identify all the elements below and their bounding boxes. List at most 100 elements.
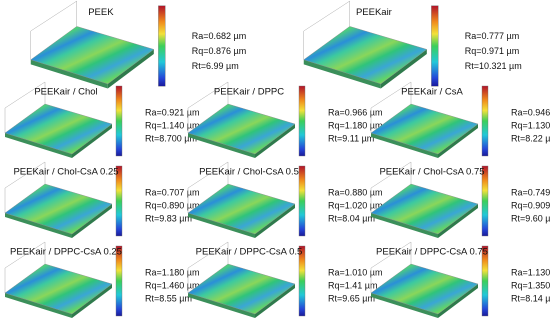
surface-side — [303, 59, 381, 89]
surface — [4, 263, 113, 315]
panel-title: PEEKair / Chol — [34, 87, 97, 98]
surface-side — [255, 284, 295, 318]
colorbar — [431, 5, 439, 87]
panel-title: PEEKair / DPPC-CsA 0.5 — [196, 247, 303, 258]
panel-title: PEEKair / DPPC — [214, 87, 284, 98]
axis-frame — [4, 81, 46, 133]
roughness-rq: Rq=0.876 µm — [192, 46, 246, 56]
roughness-rq: Rq=1.41 µm — [328, 280, 377, 290]
roughness-rq: Rq=1.460 µm — [145, 280, 199, 290]
colorbar — [298, 165, 306, 237]
roughness-rt: Rt=9.11 µm — [328, 133, 374, 143]
roughness-rt: Rt=6.99 µm — [192, 61, 239, 71]
roughness-rt: Rt=8.700 µm — [145, 133, 197, 143]
axis-frame — [303, 0, 350, 60]
surface-side — [188, 213, 255, 238]
roughness-rq: Rq=0.909 µm — [511, 200, 550, 210]
surface — [4, 183, 113, 235]
roughness-rt: Rt=10.321 µm — [465, 61, 522, 71]
panel-title: PEEKair / Chol-CsA 0.5 — [199, 167, 299, 178]
axis-frame — [30, 0, 77, 60]
panel-title: PEEKair / CsA — [401, 87, 463, 98]
roughness-ra: Ra=0.966 µm — [328, 107, 382, 117]
surface — [4, 103, 113, 155]
surface-side — [5, 213, 72, 238]
roughness-ra: Ra=0.707 µm — [145, 187, 199, 197]
surface-side — [438, 204, 478, 238]
surface — [30, 26, 155, 85]
surface — [370, 263, 479, 315]
surface-side — [188, 293, 255, 318]
surface-side — [72, 124, 112, 158]
axis-frame — [187, 241, 229, 293]
axis-frame — [4, 241, 46, 293]
panel-title: PEEKair / Chol-CsA 0.75 — [379, 167, 484, 178]
roughness-rt: Rt=9.83 µm — [145, 213, 192, 223]
surface-side — [255, 124, 295, 158]
roughness-ra: Ra=1.130 µm — [511, 267, 550, 277]
axis-frame — [370, 241, 412, 293]
roughness-rq: Rq=1.130 µm — [511, 120, 550, 130]
panel-title: PEEKair / DPPC-CsA 0.75 — [376, 247, 488, 258]
panel-title: PEEKair / DPPC-CsA 0.25 — [10, 247, 122, 258]
surface-side — [371, 133, 438, 158]
surface — [187, 183, 296, 235]
colorbar — [158, 5, 166, 87]
roughness-rt: Rt=8.14 µm — [511, 293, 550, 303]
panel-title: PEEK — [88, 7, 114, 18]
surface-side — [438, 284, 478, 318]
roughness-rt: Rt=9.65 µm — [328, 293, 375, 303]
surface-side — [371, 293, 438, 318]
surface-side — [380, 49, 427, 89]
roughness-rq: Rq=1.180 µm — [328, 120, 382, 130]
colorbar — [298, 85, 306, 157]
surface-side — [371, 213, 438, 238]
surface — [370, 103, 479, 155]
panel-title: PEEKair — [356, 7, 392, 18]
panel-title: PEEKair / Chol-CsA 0.25 — [13, 167, 118, 178]
roughness-rt: Rt=9.60 µm — [511, 213, 550, 223]
roughness-rt: Rt=8.55 µm — [145, 293, 192, 303]
roughness-ra: Ra=0.921 µm — [145, 107, 199, 117]
surface-side — [255, 204, 295, 238]
roughness-ra: Ra=0.682 µm — [192, 31, 246, 41]
roughness-ra: Ra=1.010 µm — [328, 267, 382, 277]
roughness-rq: Rq=0.890 µm — [145, 200, 199, 210]
roughness-rq: Rq=1.020 µm — [328, 200, 382, 210]
axis-frame — [370, 161, 412, 213]
roughness-ra: Ra=0.749 µm — [511, 187, 550, 197]
surface-side — [188, 133, 255, 158]
surface-side — [30, 59, 108, 89]
colorbar — [481, 85, 489, 157]
axis-frame — [187, 81, 229, 133]
roughness-ra: Ra=0.880 µm — [328, 187, 382, 197]
roughness-rt: Rt=8.22 µm — [511, 133, 550, 143]
colorbar — [115, 85, 123, 157]
surface-side — [107, 49, 154, 89]
roughness-rq: Rq=0.971 µm — [465, 46, 519, 56]
axis-frame — [4, 161, 46, 213]
surface-side — [72, 204, 112, 238]
axis-frame — [370, 81, 412, 133]
colorbar — [481, 165, 489, 237]
surface-side — [5, 133, 72, 158]
roughness-rt: Rt=8.04 µm — [328, 213, 375, 223]
roughness-rq: Rq=1.140 µm — [145, 120, 199, 130]
surface-side — [5, 293, 72, 318]
roughness-ra: Ra=0.946 µm — [511, 107, 550, 117]
axis-frame — [187, 161, 229, 213]
surface — [187, 263, 296, 315]
colorbar — [115, 245, 123, 317]
colorbar — [298, 245, 306, 317]
colorbar — [115, 165, 123, 237]
roughness-ra: Ra=1.180 µm — [145, 267, 199, 277]
surface — [370, 183, 479, 235]
surface-side — [72, 284, 112, 318]
roughness-rq: Rq=1.350 µm — [511, 280, 550, 290]
surface-side — [438, 124, 478, 158]
colorbar — [481, 245, 489, 317]
surface — [303, 26, 428, 85]
roughness-ra: Ra=0.777 µm — [465, 31, 519, 41]
surface — [187, 103, 296, 155]
